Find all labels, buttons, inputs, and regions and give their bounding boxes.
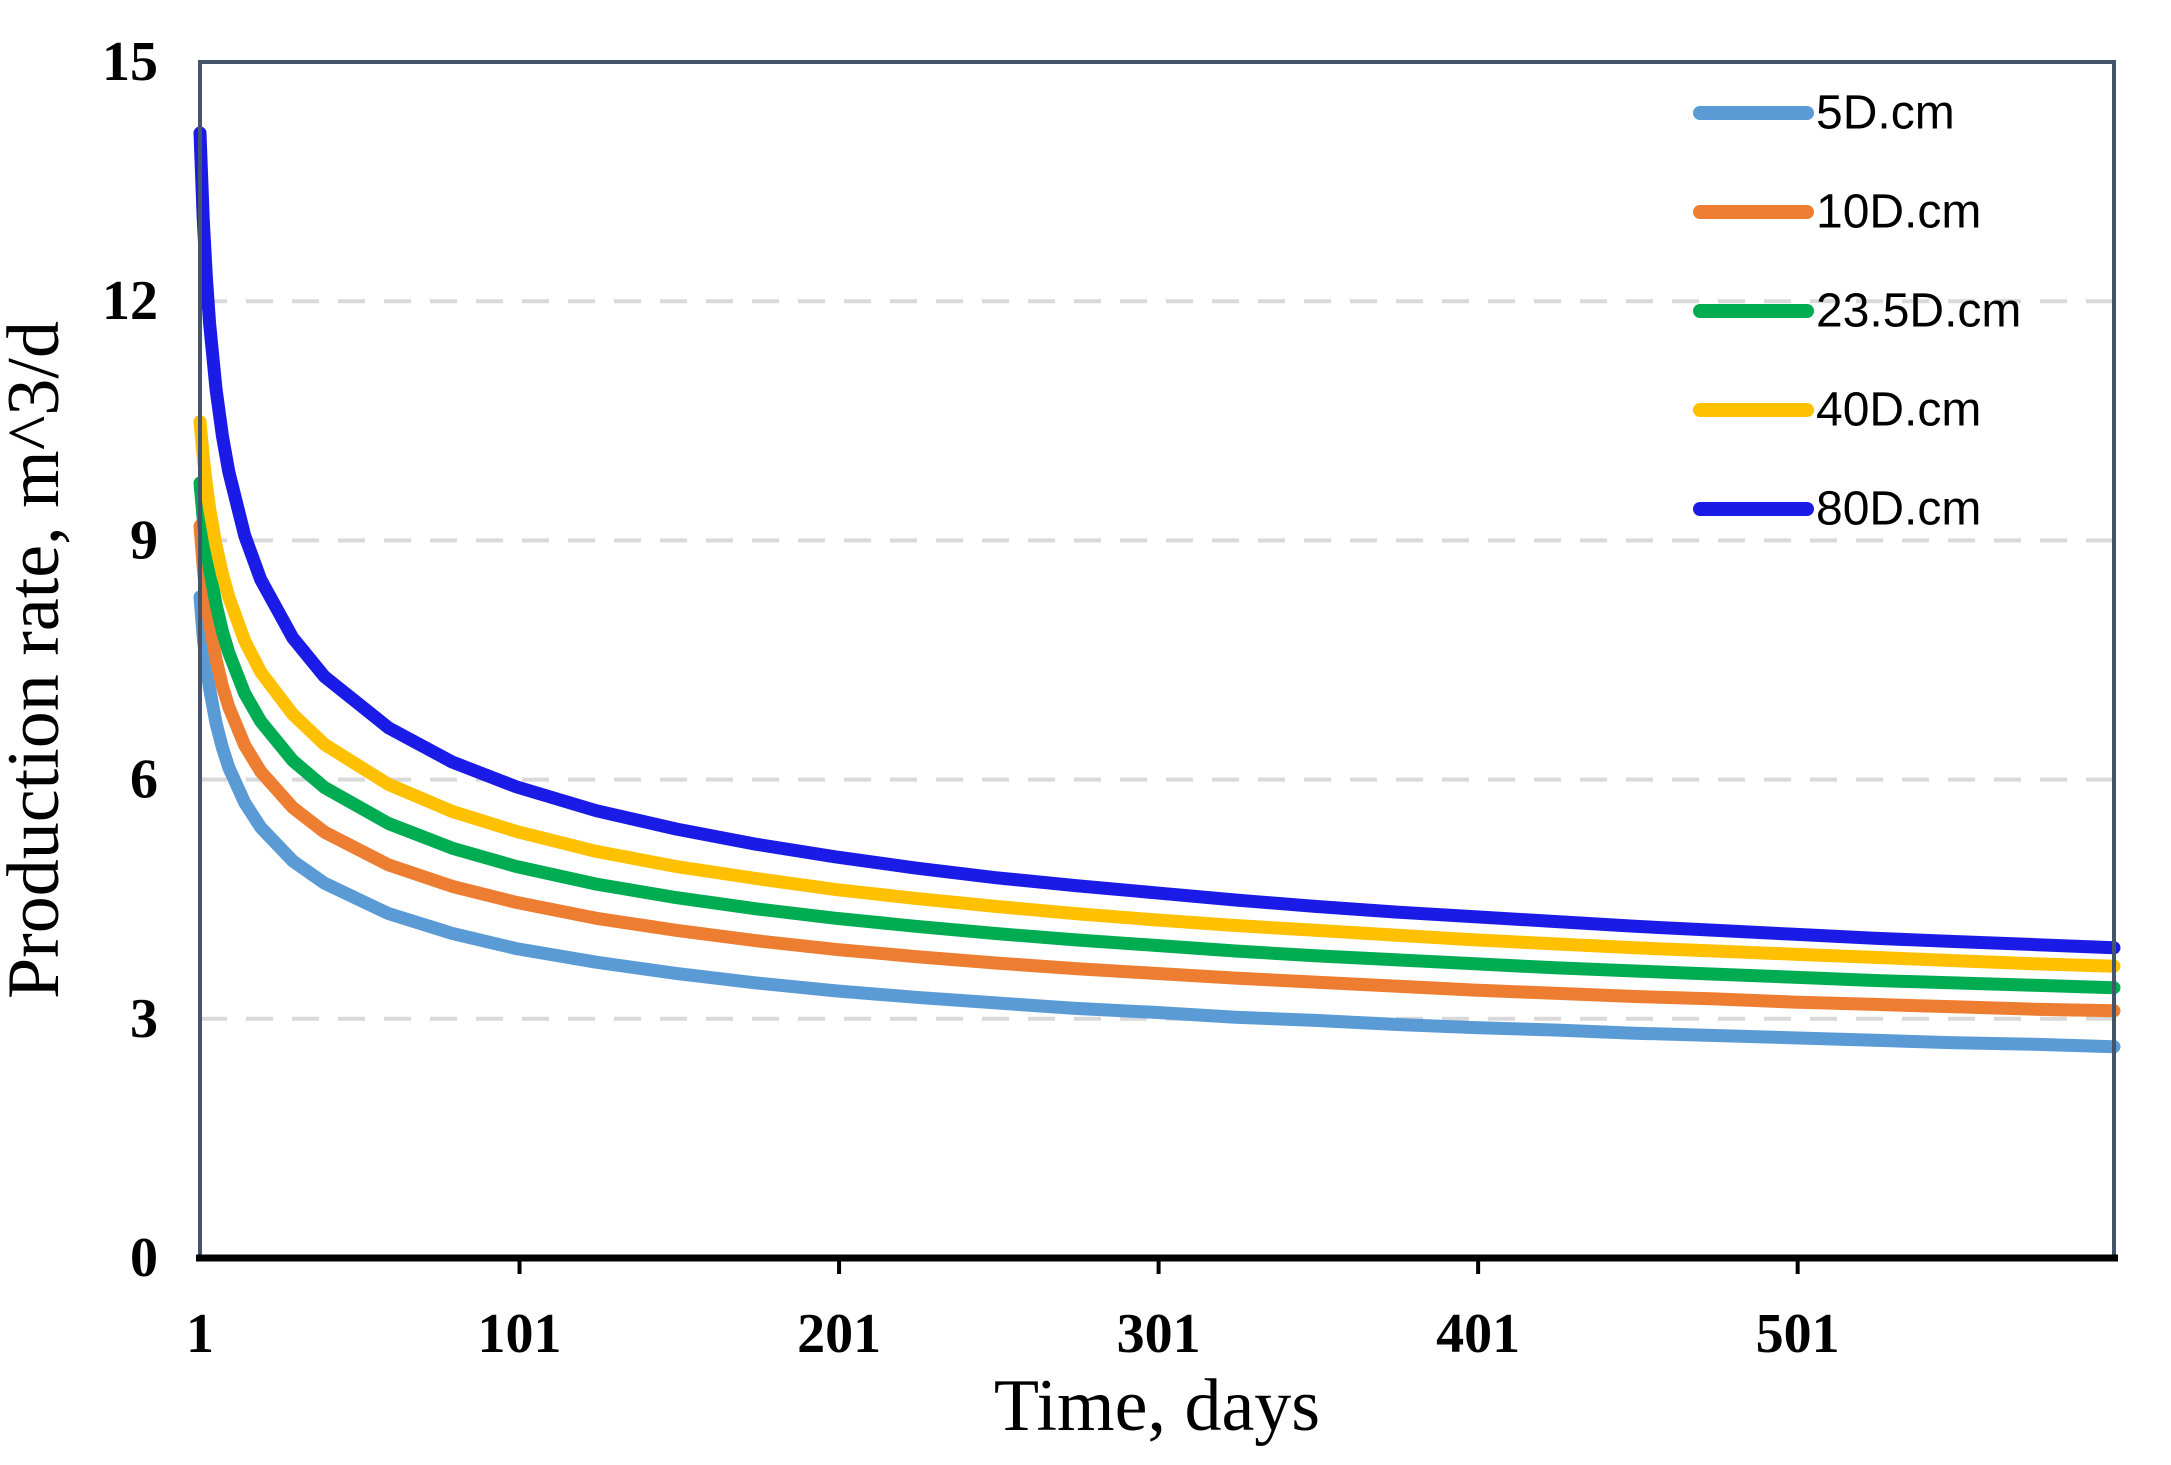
y-tick-label-12: 12 bbox=[102, 270, 158, 332]
y-tick-label-0: 0 bbox=[130, 1227, 158, 1289]
x-axis-title: Time, days bbox=[994, 1365, 1320, 1447]
x-tick-label-1: 1 bbox=[186, 1303, 214, 1365]
x-axis-tick-labels: 1 101 201 301 401 501 bbox=[186, 1303, 1840, 1365]
series-lines bbox=[193, 126, 2121, 1054]
y-tick-label-6: 6 bbox=[130, 749, 158, 811]
x-tick-label-101: 101 bbox=[478, 1303, 562, 1365]
plot-border bbox=[198, 60, 2116, 1260]
x-axis-tick-marks bbox=[517, 1256, 1800, 1274]
series-line-23.5D.cm bbox=[193, 476, 2121, 995]
legend-label-10D.cm: 10D.cm bbox=[1816, 186, 1981, 239]
y-tick-label-9: 9 bbox=[130, 509, 158, 571]
x-tick-label-501: 501 bbox=[1756, 1303, 1840, 1365]
legend-label-40D.cm: 40D.cm bbox=[1816, 384, 1981, 437]
y-tick-label-3: 3 bbox=[130, 988, 158, 1050]
series-line-40D.cm bbox=[193, 415, 2121, 973]
legend: 5D.cm 10D.cm 23.5D.cm 40D.cm 80D.cm bbox=[1693, 87, 2021, 536]
x-tick-label-301: 301 bbox=[1117, 1303, 1201, 1365]
legend-label-23.5D.cm: 23.5D.cm bbox=[1816, 285, 2021, 338]
series-line-5D.cm bbox=[193, 590, 2121, 1054]
y-axis-title: Production rate, m^3/d bbox=[0, 321, 75, 999]
series-line-80D.cm bbox=[193, 126, 2121, 955]
x-tick-label-401: 401 bbox=[1436, 1303, 1520, 1365]
legend-label-80D.cm: 80D.cm bbox=[1816, 483, 1981, 536]
y-tick-label-15: 15 bbox=[102, 31, 158, 93]
x-tick-label-201: 201 bbox=[797, 1303, 881, 1365]
series-line-10D.cm bbox=[193, 519, 2121, 1018]
legend-label-5D.cm: 5D.cm bbox=[1816, 87, 1955, 140]
y-axis-tick-labels: 0 3 6 9 12 15 bbox=[102, 31, 158, 1289]
